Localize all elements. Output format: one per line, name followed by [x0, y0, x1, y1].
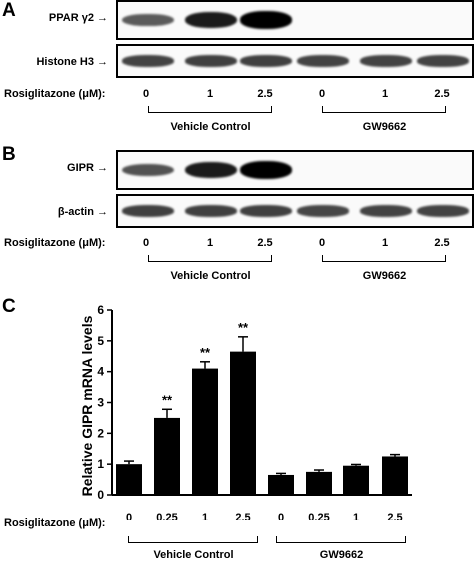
ppar-band: [240, 11, 292, 29]
x-tick-label: 0: [278, 512, 284, 520]
ppar-band: [122, 13, 174, 27]
group-label-vehicle: Vehicle Control: [170, 270, 251, 282]
blot-actin: [116, 194, 474, 228]
histone-band: [122, 55, 174, 67]
panel-c-letter: C: [2, 296, 16, 317]
y-tick-label: 6: [97, 303, 104, 317]
panel-b-letter: B: [2, 144, 16, 165]
rosiglitazone-label-b: Rosiglitazone (μM):: [4, 237, 106, 249]
dose-label: 0: [142, 237, 150, 249]
group-bracket: [322, 106, 446, 113]
gipr-band: [122, 163, 174, 177]
x-tick-label: 0: [126, 512, 132, 520]
ppar-band: [185, 11, 237, 29]
y-tick-label: 0: [97, 488, 104, 502]
actin-band: [240, 205, 292, 217]
group-bracket: [276, 536, 406, 543]
gipr-band: [185, 161, 237, 179]
group-bracket: [148, 106, 272, 113]
histone-band: [240, 55, 292, 67]
x-tick-label: 2.5: [387, 512, 402, 520]
y-tick-label: 2: [97, 426, 104, 440]
actin-band: [185, 205, 237, 217]
dose-label: 0: [142, 88, 150, 100]
bar: [116, 464, 142, 495]
bar: [192, 368, 218, 495]
dose-label: 2.5: [434, 237, 450, 249]
bar-chart: 0 1 2 3 4 5 6 0 ** 0.25 ** 1 ** 2.5 0 0.25 1 2.5 Relativ…: [79, 303, 412, 520]
group-label-vehicle: Vehicle Control: [153, 549, 234, 561]
actin-band: [417, 205, 469, 217]
group-bracket: [148, 255, 272, 262]
rosiglitazone-label-a: Rosiglitazone (μM):: [4, 88, 106, 100]
group-label-vehicle: Vehicle Control: [170, 121, 251, 133]
bar: [230, 351, 256, 495]
gipr-band: [240, 161, 292, 179]
y-axis-label: Relative GIPR mRNA levels: [79, 315, 95, 496]
dose-label: 1: [381, 88, 389, 100]
histone-band: [360, 55, 412, 67]
blot-histone: [116, 44, 474, 78]
dose-label: 2.5: [257, 88, 273, 100]
histone-band: [297, 55, 349, 67]
blot-label-histone: Histone H3 →: [36, 56, 108, 68]
dose-label: 1: [381, 237, 389, 249]
blot-label-ppar: PPAR γ2 →: [48, 12, 108, 24]
blot-label-gipr: GIPR →: [67, 162, 108, 174]
bar: [306, 471, 332, 495]
y-tick-label: 5: [97, 334, 104, 348]
significance-label: **: [200, 345, 211, 360]
x-tick-label: 0.25: [308, 512, 329, 520]
x-tick-label: 2.5: [235, 512, 250, 520]
y-tick-label: 1: [97, 457, 104, 471]
group-bracket: [128, 536, 258, 543]
bar: [343, 465, 369, 495]
y-tick-label: 3: [97, 396, 104, 410]
dose-label: 1: [206, 237, 214, 249]
group-label-gw9662: GW9662: [319, 549, 364, 561]
group-label-gw9662: GW9662: [362, 270, 407, 282]
actin-band: [360, 205, 412, 217]
blot-label-actin: β-actin →: [57, 206, 108, 218]
bar: [268, 474, 294, 495]
y-tick-label: 4: [97, 365, 104, 379]
panel-a-letter: A: [2, 0, 16, 21]
x-tick-label: 0.25: [156, 512, 177, 520]
significance-label: **: [238, 320, 249, 335]
group-bracket: [322, 255, 446, 262]
x-tick-label: 1: [202, 512, 208, 520]
rosiglitazone-label-c: Rosiglitazone (μM):: [4, 517, 106, 529]
significance-label: **: [162, 392, 173, 407]
histone-band: [185, 55, 237, 67]
bar: [382, 456, 408, 495]
dose-label: 1: [206, 88, 214, 100]
dose-label: 2.5: [257, 237, 273, 249]
blot-gipr: [116, 150, 474, 190]
dose-label: 2.5: [434, 88, 450, 100]
actin-band: [297, 205, 349, 217]
group-label-gw9662: GW9662: [362, 121, 407, 133]
bar: [154, 417, 180, 495]
histone-band: [417, 55, 469, 67]
dose-label: 0: [318, 237, 326, 249]
blot-ppar: [116, 0, 474, 40]
actin-band: [122, 205, 174, 217]
x-tick-label: 1: [353, 512, 359, 520]
dose-label: 0: [318, 88, 326, 100]
